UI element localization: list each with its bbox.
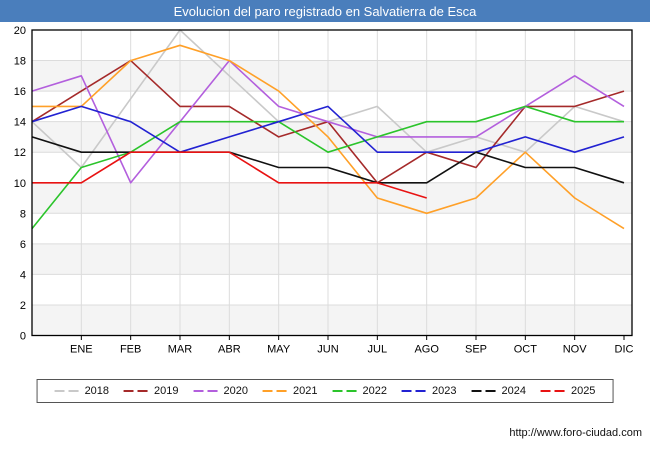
x-axis-label: DIC (615, 344, 634, 356)
legend-item-2019: 2019 (124, 385, 179, 397)
legend-swatch-2022 (332, 390, 357, 392)
legend-swatch-2018 (54, 390, 79, 392)
series-line-2023 (31, 105, 625, 153)
legend-swatch-2021 (263, 390, 288, 392)
x-axis-label: JUL (368, 344, 388, 356)
grid-band (32, 243, 632, 275)
x-axis-label: NOV (563, 344, 588, 356)
y-axis-label: 0 (20, 331, 26, 343)
plot-border (31, 29, 633, 337)
y-axis-label: 6 (20, 239, 26, 251)
grid-band (32, 304, 632, 336)
chart-legend: 2018 2019 2020 2021 2022 2023 2024 2025 (36, 379, 614, 403)
legend-swatch-2023 (401, 390, 426, 392)
x-axis-label: FEB (120, 344, 141, 356)
legend-label-2018: 2018 (84, 385, 110, 397)
x-axis-label: MAR (168, 344, 193, 356)
legend-label-2025: 2025 (570, 385, 596, 397)
y-axis-label: 12 (14, 147, 26, 159)
legend-label-2024: 2024 (501, 385, 526, 397)
legend-swatch-2019 (124, 390, 149, 392)
x-axis-label: ABR (218, 344, 241, 356)
legend-label-2021: 2021 (293, 385, 318, 397)
chart-title-bar: Evolucion del paro registrado en Salvati… (0, 0, 650, 22)
y-axis-label: 20 (14, 25, 26, 37)
series-line-2021 (32, 44, 625, 230)
y-axis-label: 2 (20, 300, 26, 312)
y-axis-label: 16 (14, 86, 26, 98)
legend-item-2022: 2022 (332, 385, 387, 397)
grid-band (32, 60, 632, 92)
x-axis-label: JUN (317, 344, 338, 356)
legend-swatch-2025 (540, 390, 565, 392)
legend-swatch-2024 (471, 390, 496, 392)
legend-item-2018: 2018 (54, 385, 110, 397)
legend-item-2023: 2023 (401, 385, 457, 397)
legend-label-2022: 2022 (362, 385, 387, 397)
legend-item-2020: 2020 (193, 385, 249, 397)
y-axis-label: 18 (14, 56, 26, 68)
x-axis-label: ENE (70, 344, 93, 356)
legend-label-2020: 2020 (223, 385, 249, 397)
legend-item-2024: 2024 (471, 385, 526, 397)
x-axis-label: OCT (514, 344, 538, 356)
y-axis-label: 4 (20, 269, 26, 281)
chart-title: Evolucion del paro registrado en Salvati… (173, 3, 477, 19)
y-axis-label: 8 (20, 208, 26, 220)
legend-label-2023: 2023 (431, 385, 457, 397)
grid-band (32, 182, 632, 214)
x-axis-label: SEP (465, 344, 487, 356)
source-url: http://www.foro-ciudad.com (509, 427, 642, 439)
series-line-2025 (32, 151, 427, 199)
legend-item-2021: 2021 (263, 385, 318, 397)
legend-swatch-2020 (193, 390, 218, 392)
x-axis-label: MAY (267, 344, 291, 356)
legend-item-2025: 2025 (540, 385, 596, 397)
x-axis-label: AGO (414, 344, 439, 356)
y-axis-label: 14 (14, 117, 26, 129)
y-axis-label: 10 (14, 178, 26, 190)
legend-label-2019: 2019 (154, 385, 179, 397)
